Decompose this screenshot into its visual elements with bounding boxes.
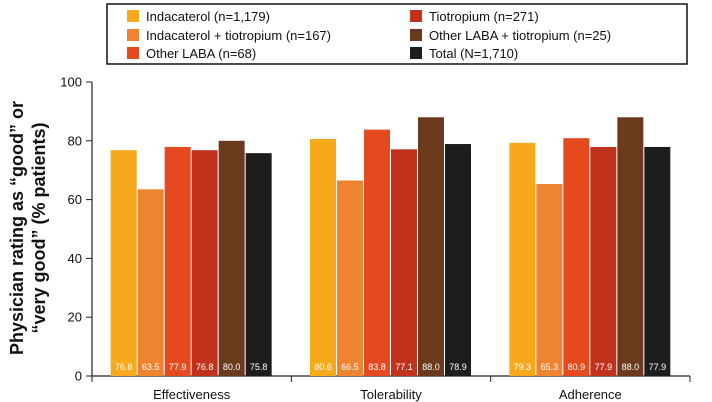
bar-value-label: 80.0 xyxy=(223,362,241,372)
bar xyxy=(418,117,444,376)
legend-entry: Other LABA (n=68) xyxy=(146,46,256,61)
bar xyxy=(245,153,272,376)
y-axis: 0 20 40 60 80 100 xyxy=(60,75,93,384)
y-axis-label: Physician rating as “good” or “very good… xyxy=(7,101,49,355)
y-tick-label: 40 xyxy=(68,251,82,266)
y-tick-label: 60 xyxy=(68,192,82,207)
bar-value-label: 83.8 xyxy=(368,362,386,372)
bar xyxy=(617,117,644,376)
legend-swatch xyxy=(127,29,139,41)
legend-entry: Tiotropium (n=271) xyxy=(429,9,539,24)
bar-value-label: 79.3 xyxy=(514,362,532,372)
bar xyxy=(218,140,245,376)
y-tick-label: 100 xyxy=(60,75,82,90)
legend-swatch xyxy=(410,47,422,59)
bar xyxy=(391,149,417,376)
legend-swatch xyxy=(410,29,422,41)
legend-entry: Total (N=1,710) xyxy=(429,46,518,61)
legend-box xyxy=(106,3,688,65)
bar-value-label: 77.9 xyxy=(649,362,667,372)
legend-entry: Indacaterol + tiotropium (n=167) xyxy=(146,28,331,43)
bar xyxy=(445,144,471,376)
bar xyxy=(590,146,617,376)
category-label: Effectiveness xyxy=(153,387,231,402)
legend: Indacaterol (n=1,179) Indacaterol + tiotr… xyxy=(106,3,688,65)
y-axis-label-line2: “very good” (% patients) xyxy=(29,122,49,333)
bar-value-label: 65.3 xyxy=(541,362,559,372)
bar xyxy=(164,146,191,376)
legend-swatch xyxy=(410,10,422,22)
bar-value-label: 80.6 xyxy=(314,362,332,372)
x-axis: Effectiveness Tolerability Adherence xyxy=(91,375,691,402)
category-label: Tolerability xyxy=(360,387,422,402)
bar-value-label: 78.9 xyxy=(449,362,467,372)
bar xyxy=(536,184,563,376)
bar xyxy=(137,189,164,376)
y-tick-label: 0 xyxy=(75,369,82,384)
bar-value-label: 77.9 xyxy=(169,362,187,372)
bar-value-label: 77.1 xyxy=(395,362,413,372)
y-tick-label: 20 xyxy=(68,310,82,325)
legend-entry: Indacaterol (n=1,179) xyxy=(146,9,270,24)
bar xyxy=(110,150,137,376)
bar-value-label: 77.9 xyxy=(595,362,613,372)
bar-value-label: 66.5 xyxy=(341,362,359,372)
bar xyxy=(644,146,671,376)
bar-value-label: 88.0 xyxy=(422,362,440,372)
bar-value-label: 76.8 xyxy=(115,362,133,372)
bar xyxy=(191,150,218,376)
bar xyxy=(337,180,363,376)
bar xyxy=(563,138,590,376)
y-axis-label-line1: Physician rating as “good” or xyxy=(7,101,27,355)
bar xyxy=(310,139,336,376)
bar-value-label: 75.8 xyxy=(250,362,268,372)
y-tick-label: 80 xyxy=(68,133,82,148)
bar-value-label: 76.8 xyxy=(196,362,214,372)
bar xyxy=(509,142,536,376)
legend-swatch xyxy=(127,47,139,59)
bars: 76.8 63.5 77.9 76.8 80.0 75.8 80.6 66.5 83.8 77.1… xyxy=(110,117,671,376)
bar-value-label: 63.5 xyxy=(142,362,160,372)
category-label: Adherence xyxy=(559,387,622,402)
legend-swatch xyxy=(127,10,139,22)
bar-value-label: 88.0 xyxy=(622,362,640,372)
legend-entry: Other LABA + tiotropium (n=25) xyxy=(429,28,611,43)
bar-value-label: 80.9 xyxy=(568,362,586,372)
bar xyxy=(364,129,390,376)
